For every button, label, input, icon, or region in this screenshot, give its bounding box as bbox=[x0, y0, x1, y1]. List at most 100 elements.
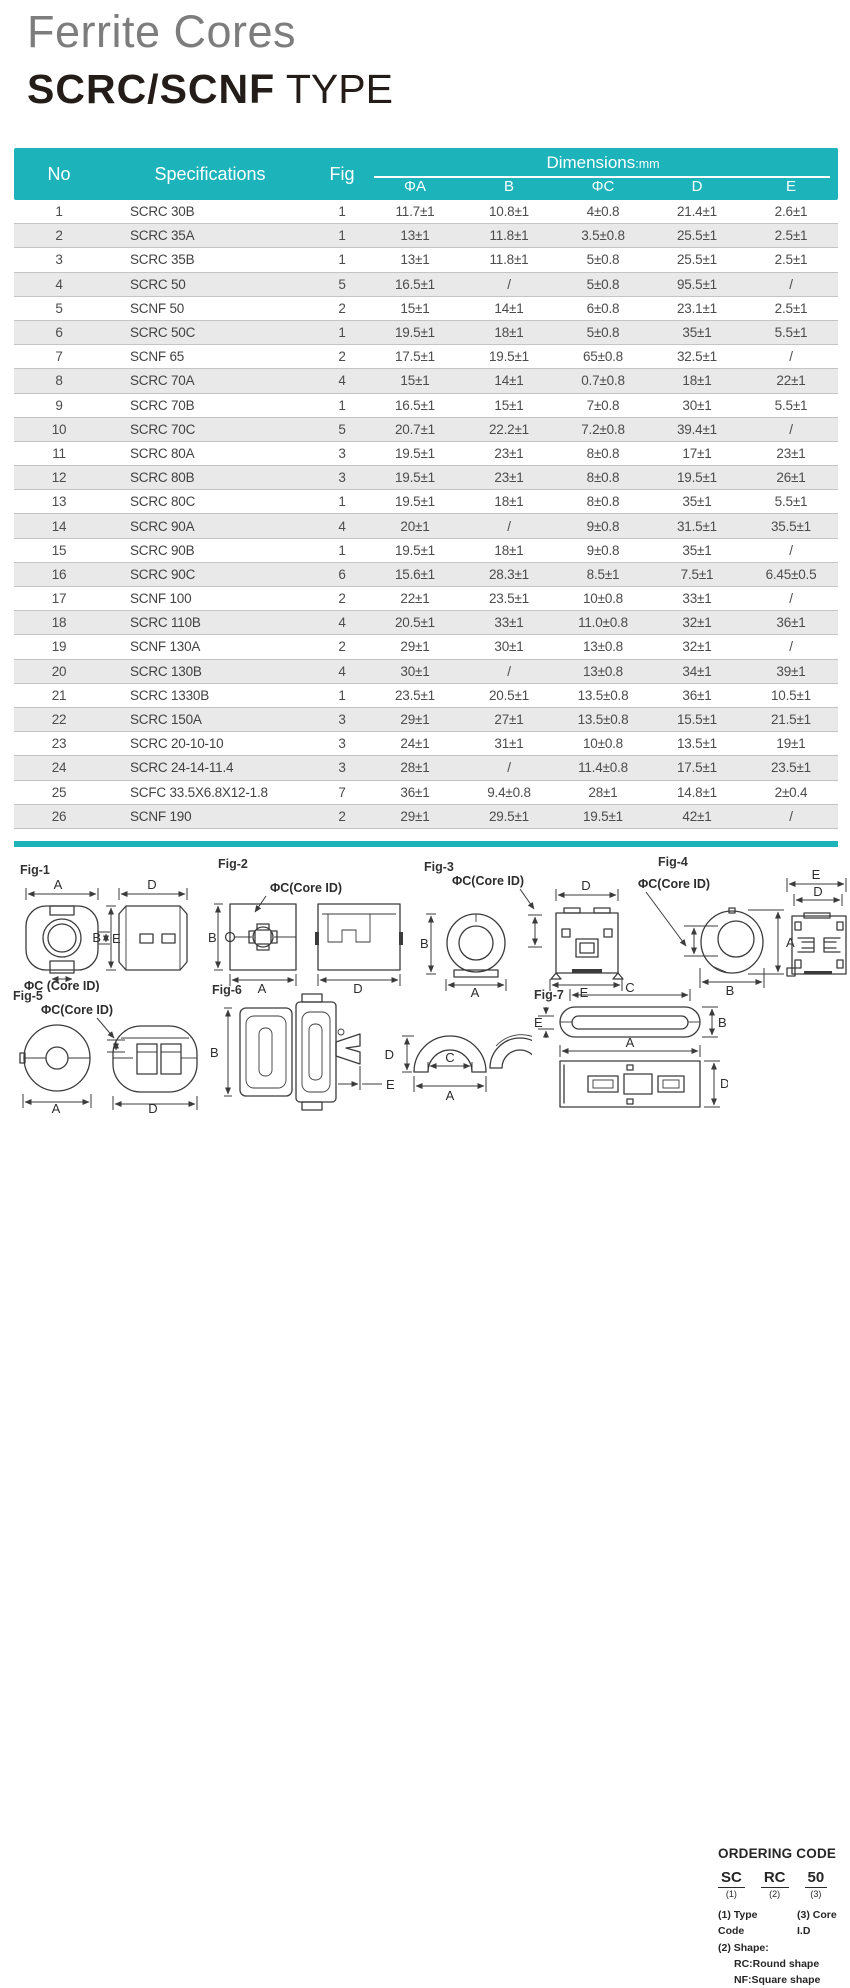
cell-phiC: 0.7±0.8 bbox=[581, 373, 625, 389]
cell-b: 18±1 bbox=[494, 542, 524, 558]
cell-b: 11.8±1 bbox=[489, 228, 529, 244]
cell-phiC: 4±0.8 bbox=[586, 204, 620, 220]
header-no: No bbox=[47, 163, 71, 184]
cell-e: / bbox=[789, 808, 793, 824]
fig6-dim-a: A bbox=[446, 1088, 455, 1103]
cell-b: 23.5±1 bbox=[489, 591, 529, 607]
cell-spec: SCRC 20-10-10 bbox=[130, 736, 224, 752]
fig7-drawing: Fig-7 C E B A D bbox=[534, 983, 728, 1108]
table-row: 25 SCFC 33.5X6.8X12-1.8 7 36±1 9.4±0.8 28±1 14… bbox=[14, 780, 838, 805]
table-row: 23 SCRC 20-10-10 3 24±1 31±1 10±0.8 13.5±1 19±1 bbox=[14, 732, 838, 757]
cell-fig: 2 bbox=[338, 639, 346, 655]
cell-d: 35±1 bbox=[682, 325, 712, 341]
fig3-dim-a: A bbox=[471, 985, 480, 997]
fig7-dim-d: D bbox=[720, 1076, 728, 1091]
cell-no: 10 bbox=[51, 421, 67, 437]
cell-b: 31±1 bbox=[494, 736, 524, 752]
cell-d: 25.5±1 bbox=[677, 252, 717, 268]
fig4-drawing: Fig-4 ΦC(Core ID) A B E bbox=[638, 855, 847, 996]
cell-no: 26 bbox=[51, 808, 67, 824]
cell-d: 19.5±1 bbox=[677, 470, 717, 486]
table-row: 26 SCNF 190 2 29±1 29.5±1 19.5±1 42±1 / bbox=[14, 804, 838, 829]
cell-e: 2.5±1 bbox=[774, 300, 808, 316]
fig3-dim-d: D bbox=[581, 878, 590, 893]
cell-no: 22 bbox=[51, 712, 67, 728]
cell-d: 33±1 bbox=[682, 591, 712, 607]
cell-b: 23±1 bbox=[494, 445, 524, 461]
cell-spec: SCRC 70B bbox=[130, 397, 195, 413]
cell-phiA: 20.5±1 bbox=[395, 615, 435, 631]
cell-phiC: 11.4±0.8 bbox=[578, 760, 628, 776]
cell-phiA: 19.5±1 bbox=[395, 325, 435, 341]
fig6-dim-e: E bbox=[386, 1077, 395, 1092]
cell-no: 9 bbox=[55, 397, 63, 413]
cell-phiC: 10±0.8 bbox=[583, 736, 623, 752]
cell-phiC: 13±0.8 bbox=[583, 639, 623, 655]
cell-e: 36±1 bbox=[776, 615, 806, 631]
cell-phiC: 9±0.8 bbox=[586, 518, 620, 534]
fig6-drawing: Fig-6 B E D C bbox=[210, 983, 532, 1111]
fig4-dim-b: B bbox=[726, 983, 735, 996]
cell-e: 2.5±1 bbox=[774, 228, 808, 244]
cell-d: 23.1±1 bbox=[677, 300, 717, 316]
fig1-core-id-label: ΦC (Core ID) bbox=[24, 979, 100, 992]
cell-phiA: 29±1 bbox=[400, 639, 430, 655]
cell-phiC: 3.5±0.8 bbox=[581, 228, 625, 244]
cell-fig: 2 bbox=[338, 808, 346, 824]
code-50: 50 bbox=[804, 1869, 828, 1888]
header-specifications: Specifications bbox=[154, 163, 266, 184]
table-body: 1 SCRC 30B 1 11.7±1 10.8±1 4±0.8 21.4±1 2.6±1 2 S… bbox=[14, 200, 838, 829]
cell-phiA: 19.5±1 bbox=[395, 542, 435, 558]
table-row: 22 SCRC 150A 3 29±1 27±1 13.5±0.8 15.5±1 21.5±1 bbox=[14, 707, 838, 733]
cell-phiA: 17.5±1 bbox=[395, 349, 435, 365]
fig3-core-id-label: ΦC(Core ID) bbox=[452, 874, 524, 888]
header-fig: Fig bbox=[329, 163, 355, 184]
cell-phiC: 7.2±0.8 bbox=[581, 421, 625, 437]
cell-phiC: 9±0.8 bbox=[586, 542, 620, 558]
cell-spec: SCRC 70A bbox=[130, 373, 195, 389]
cell-b: / bbox=[507, 276, 511, 292]
cell-b: / bbox=[507, 663, 511, 679]
cell-d: 95.5±1 bbox=[677, 276, 717, 292]
header-dimensions-group: Dimensions:mm ΦA B ΦC D E bbox=[368, 148, 838, 200]
cell-d: 42±1 bbox=[682, 808, 712, 824]
fig5-drawing: Fig-5 ΦC(Core ID) A D bbox=[13, 989, 198, 1113]
cell-no: 18 bbox=[51, 615, 67, 631]
cell-fig: 4 bbox=[338, 615, 346, 631]
cell-b: 18±1 bbox=[494, 494, 524, 510]
cell-phiC: 28±1 bbox=[588, 784, 618, 800]
cell-b: 29.5±1 bbox=[489, 808, 529, 824]
fig1-drawing: Fig-1 A E ΦC (Core ID) D B bbox=[20, 863, 188, 992]
cell-fig: 1 bbox=[338, 494, 346, 510]
cell-fig: 7 bbox=[338, 784, 346, 800]
cell-e: / bbox=[789, 349, 793, 365]
cell-d: 31.5±1 bbox=[677, 518, 717, 534]
fig2-label: Fig-2 bbox=[218, 857, 248, 871]
fig4-dim-e: E bbox=[812, 867, 821, 882]
cell-b: 27±1 bbox=[494, 712, 524, 728]
dimensions-label: Dimensions bbox=[546, 153, 636, 172]
cell-spec: SCNF 100 bbox=[130, 591, 192, 607]
cell-spec: SCRC 150A bbox=[130, 712, 202, 728]
cell-phiA: 16.5±1 bbox=[395, 276, 435, 292]
dimensions-divider bbox=[374, 176, 830, 178]
cell-no: 2 bbox=[55, 228, 63, 244]
cell-b: 14±1 bbox=[494, 300, 524, 316]
cell-no: 19 bbox=[51, 639, 67, 655]
cell-no: 4 bbox=[55, 276, 63, 292]
cell-phiA: 24±1 bbox=[400, 736, 430, 752]
subheader-phiC: ΦC bbox=[591, 178, 615, 195]
table-row: 19 SCNF 130A 2 29±1 30±1 13±0.8 32±1 / bbox=[14, 635, 838, 660]
cell-phiC: 8±0.8 bbox=[586, 470, 620, 486]
cell-fig: 3 bbox=[338, 760, 346, 776]
cell-phiC: 6±0.8 bbox=[586, 300, 620, 316]
cell-phiA: 36±1 bbox=[400, 784, 430, 800]
fig1-dim-e: E bbox=[112, 931, 121, 946]
table-row: 12 SCRC 80B 3 19.5±1 23±1 8±0.8 19.5±1 26±1 bbox=[14, 466, 838, 491]
ordering-code-part-2: RC (2) bbox=[760, 1869, 789, 1899]
cell-d: 32±1 bbox=[682, 639, 712, 655]
table-row: 4 SCRC 50 5 16.5±1 / 5±0.8 95.5±1 / bbox=[14, 272, 838, 297]
fig4-core-id-label: ΦC(Core ID) bbox=[638, 877, 710, 891]
cell-spec: SCRC 110B bbox=[130, 615, 201, 631]
cell-d: 17±1 bbox=[682, 445, 712, 461]
